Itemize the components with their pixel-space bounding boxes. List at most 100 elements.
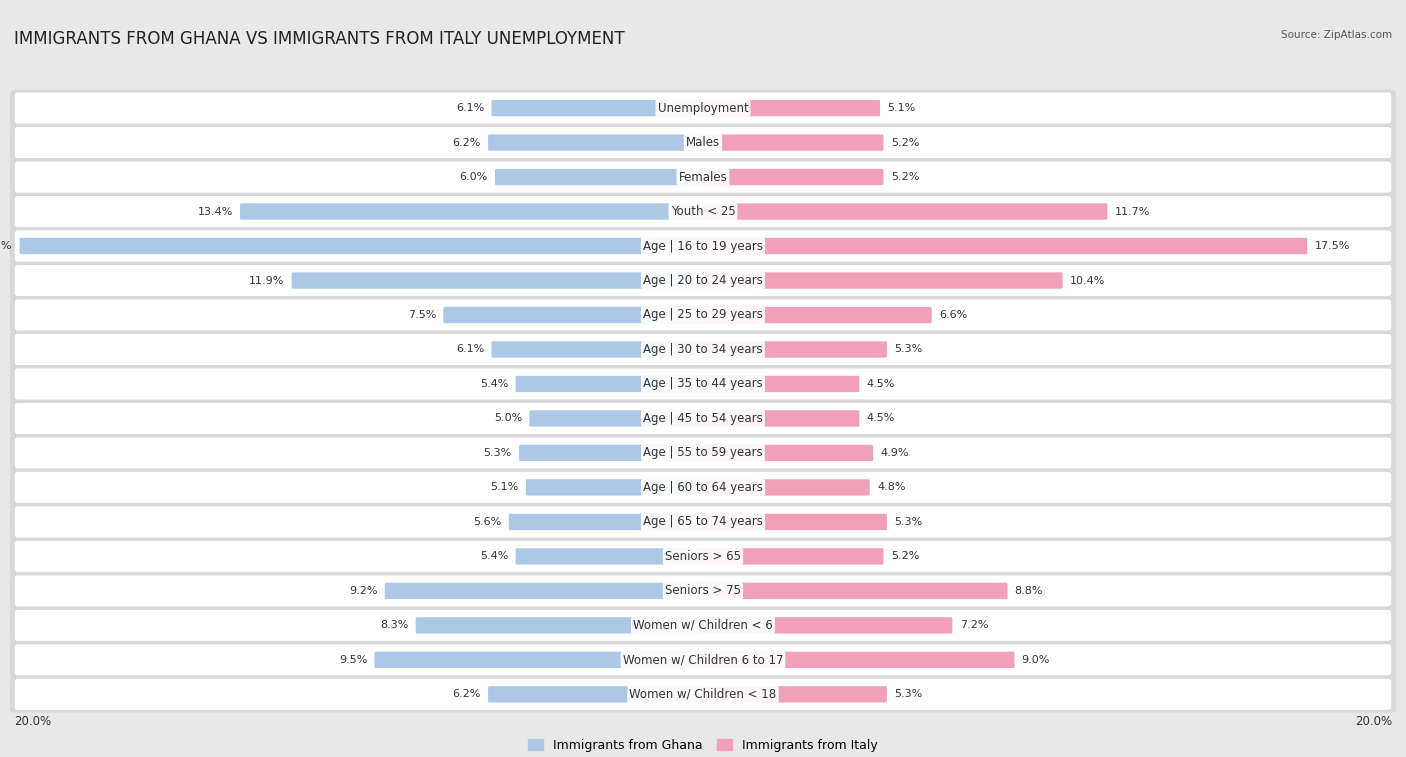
- Text: 5.2%: 5.2%: [891, 172, 920, 182]
- Text: 8.3%: 8.3%: [380, 621, 409, 631]
- FancyBboxPatch shape: [10, 642, 1396, 678]
- Text: 9.0%: 9.0%: [1022, 655, 1050, 665]
- FancyBboxPatch shape: [10, 538, 1396, 575]
- FancyBboxPatch shape: [10, 469, 1396, 506]
- FancyBboxPatch shape: [385, 583, 704, 599]
- Text: 9.5%: 9.5%: [339, 655, 367, 665]
- FancyBboxPatch shape: [14, 403, 1392, 434]
- Text: 5.2%: 5.2%: [891, 138, 920, 148]
- FancyBboxPatch shape: [10, 297, 1396, 333]
- FancyBboxPatch shape: [416, 617, 704, 634]
- FancyBboxPatch shape: [14, 196, 1392, 227]
- FancyBboxPatch shape: [443, 307, 704, 323]
- FancyBboxPatch shape: [10, 435, 1396, 471]
- FancyBboxPatch shape: [10, 503, 1396, 540]
- FancyBboxPatch shape: [702, 204, 1108, 220]
- Text: 6.1%: 6.1%: [456, 344, 484, 354]
- FancyBboxPatch shape: [702, 375, 859, 392]
- FancyBboxPatch shape: [10, 262, 1396, 299]
- FancyBboxPatch shape: [374, 652, 704, 668]
- FancyBboxPatch shape: [10, 332, 1396, 368]
- FancyBboxPatch shape: [702, 273, 1063, 288]
- FancyBboxPatch shape: [10, 400, 1396, 437]
- Text: Seniors > 65: Seniors > 65: [665, 550, 741, 563]
- Text: Age | 20 to 24 years: Age | 20 to 24 years: [643, 274, 763, 287]
- Text: 5.3%: 5.3%: [894, 517, 922, 527]
- FancyBboxPatch shape: [509, 514, 704, 530]
- FancyBboxPatch shape: [702, 135, 883, 151]
- Text: 5.3%: 5.3%: [894, 690, 922, 699]
- Text: Age | 16 to 19 years: Age | 16 to 19 years: [643, 239, 763, 253]
- FancyBboxPatch shape: [10, 366, 1396, 402]
- Text: 7.5%: 7.5%: [408, 310, 436, 320]
- FancyBboxPatch shape: [702, 341, 887, 357]
- FancyBboxPatch shape: [10, 607, 1396, 643]
- FancyBboxPatch shape: [14, 300, 1392, 331]
- Text: Age | 45 to 54 years: Age | 45 to 54 years: [643, 412, 763, 425]
- Text: 5.1%: 5.1%: [887, 103, 915, 113]
- Text: Age | 55 to 59 years: Age | 55 to 59 years: [643, 447, 763, 459]
- FancyBboxPatch shape: [14, 265, 1392, 296]
- Text: 4.9%: 4.9%: [880, 448, 908, 458]
- Text: 19.8%: 19.8%: [0, 241, 13, 251]
- Text: 5.0%: 5.0%: [494, 413, 522, 423]
- Legend: Immigrants from Ghana, Immigrants from Italy: Immigrants from Ghana, Immigrants from I…: [527, 739, 879, 752]
- FancyBboxPatch shape: [516, 375, 704, 392]
- FancyBboxPatch shape: [488, 135, 704, 151]
- Text: 9.2%: 9.2%: [349, 586, 377, 596]
- FancyBboxPatch shape: [495, 169, 704, 185]
- FancyBboxPatch shape: [702, 238, 1308, 254]
- FancyBboxPatch shape: [14, 438, 1392, 469]
- Text: 10.4%: 10.4%: [1070, 276, 1105, 285]
- FancyBboxPatch shape: [702, 100, 880, 117]
- Text: 5.3%: 5.3%: [894, 344, 922, 354]
- Text: 4.5%: 4.5%: [866, 379, 896, 389]
- Text: Women w/ Children < 18: Women w/ Children < 18: [630, 688, 776, 701]
- Text: 5.6%: 5.6%: [474, 517, 502, 527]
- Text: 4.8%: 4.8%: [877, 482, 905, 492]
- Text: Women w/ Children < 6: Women w/ Children < 6: [633, 619, 773, 632]
- Text: 6.2%: 6.2%: [453, 690, 481, 699]
- FancyBboxPatch shape: [488, 686, 704, 702]
- Text: IMMIGRANTS FROM GHANA VS IMMIGRANTS FROM ITALY UNEMPLOYMENT: IMMIGRANTS FROM GHANA VS IMMIGRANTS FROM…: [14, 30, 624, 48]
- FancyBboxPatch shape: [14, 230, 1392, 261]
- FancyBboxPatch shape: [530, 410, 704, 427]
- FancyBboxPatch shape: [14, 575, 1392, 606]
- FancyBboxPatch shape: [702, 410, 859, 427]
- FancyBboxPatch shape: [14, 610, 1392, 641]
- FancyBboxPatch shape: [519, 445, 704, 461]
- Text: 5.4%: 5.4%: [479, 551, 509, 562]
- Text: Males: Males: [686, 136, 720, 149]
- Text: Females: Females: [679, 170, 727, 183]
- Text: 6.2%: 6.2%: [453, 138, 481, 148]
- Text: 5.1%: 5.1%: [491, 482, 519, 492]
- FancyBboxPatch shape: [702, 686, 887, 702]
- Text: 6.6%: 6.6%: [939, 310, 967, 320]
- Text: Unemployment: Unemployment: [658, 101, 748, 114]
- FancyBboxPatch shape: [14, 369, 1392, 400]
- FancyBboxPatch shape: [14, 679, 1392, 710]
- Text: Age | 25 to 29 years: Age | 25 to 29 years: [643, 309, 763, 322]
- FancyBboxPatch shape: [291, 273, 704, 288]
- FancyBboxPatch shape: [10, 228, 1396, 264]
- FancyBboxPatch shape: [14, 540, 1392, 572]
- FancyBboxPatch shape: [702, 445, 873, 461]
- Text: 11.9%: 11.9%: [249, 276, 284, 285]
- Text: 4.5%: 4.5%: [866, 413, 896, 423]
- FancyBboxPatch shape: [702, 583, 1008, 599]
- FancyBboxPatch shape: [14, 127, 1392, 158]
- FancyBboxPatch shape: [14, 506, 1392, 537]
- FancyBboxPatch shape: [526, 479, 704, 496]
- Text: Source: ZipAtlas.com: Source: ZipAtlas.com: [1281, 30, 1392, 40]
- Text: 6.1%: 6.1%: [456, 103, 484, 113]
- FancyBboxPatch shape: [10, 193, 1396, 230]
- Text: 5.3%: 5.3%: [484, 448, 512, 458]
- FancyBboxPatch shape: [14, 92, 1392, 123]
- Text: 6.0%: 6.0%: [460, 172, 488, 182]
- Text: 20.0%: 20.0%: [14, 715, 51, 728]
- Text: Age | 30 to 34 years: Age | 30 to 34 years: [643, 343, 763, 356]
- FancyBboxPatch shape: [10, 159, 1396, 195]
- Text: 7.2%: 7.2%: [960, 621, 988, 631]
- Text: 20.0%: 20.0%: [1355, 715, 1392, 728]
- FancyBboxPatch shape: [702, 479, 870, 496]
